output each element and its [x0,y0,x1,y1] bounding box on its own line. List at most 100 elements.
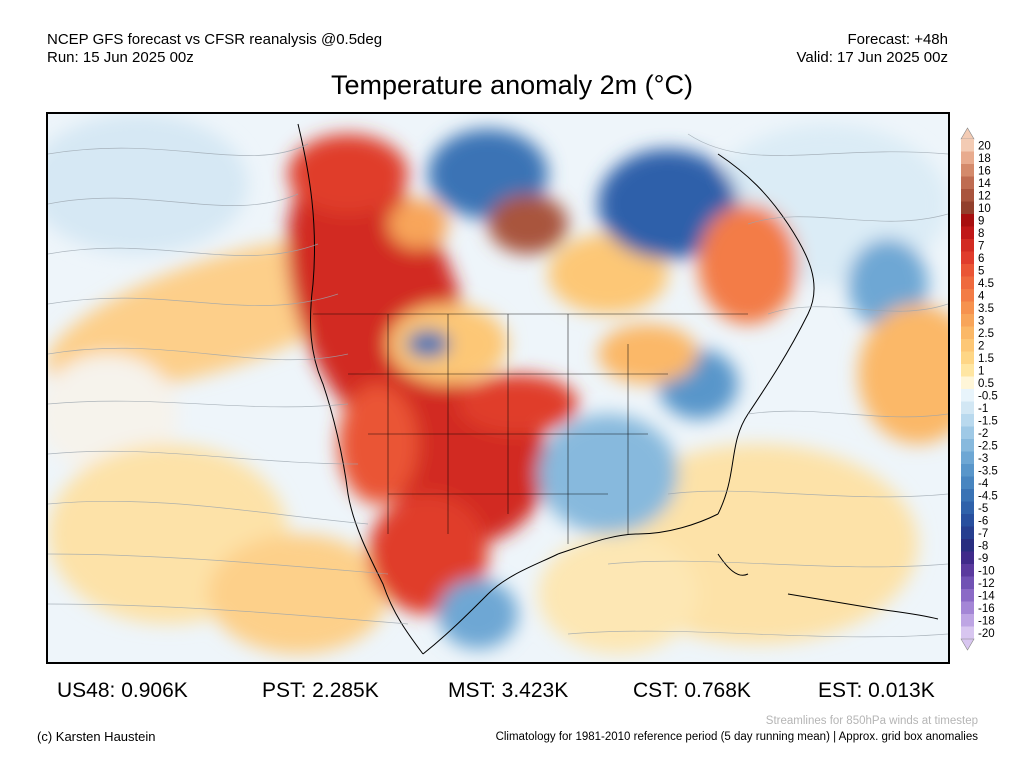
colorbar-swatch [961,626,974,639]
model-info-line1: NCEP GFS forecast vs CFSR reanalysis @0.… [47,31,383,48]
colorbar-label: -4.5 [978,490,998,502]
anomaly-map-canvas [48,114,948,662]
colorbar-label: -16 [978,603,995,615]
anomaly-map [46,112,950,664]
colorbar-swatch [961,551,974,564]
colorbar-label: 8 [978,228,984,240]
colorbar-label: -5 [978,503,988,515]
stat-est: EST: 0.013K [818,679,935,702]
colorbar-swatch [961,251,974,264]
stat-us48: US48: 0.906K [57,679,188,702]
colorbar-swatch [961,239,974,252]
colorbar-label: 1 [978,365,984,377]
colorbar-label: -3 [978,453,988,465]
colorbar-label: 3.5 [978,303,994,315]
map-title: Temperature anomaly 2m (°C) [331,70,693,100]
anomaly-field [48,114,948,654]
colorbar-label: 6 [978,253,984,265]
colorbar-swatch [961,539,974,552]
colorbar-swatch [961,414,974,427]
colorbar-swatch [961,151,974,164]
colorbar-swatch [961,501,974,514]
colorbar-swatch [961,439,974,452]
wind-streamlines [48,133,948,638]
colorbar-label: -14 [978,590,995,602]
colorbar-label: -9 [978,553,988,565]
colorbar-swatch [961,601,974,614]
colorbar-label: 12 [978,190,991,202]
colorbar-label: 7 [978,240,984,252]
colorbar-label: -12 [978,578,995,590]
colorbar-label: 4 [978,290,985,302]
colorbar-label: -6 [978,515,988,527]
colorbar-swatch [961,189,974,202]
colorbar-swatch [961,139,974,152]
colorbar-label: 1.5 [978,353,994,365]
coastlines [297,123,939,655]
run-time: Run: 15 Jun 2025 00z [47,49,194,66]
colorbar-swatch [961,201,974,214]
colorbar-label: -4 [978,478,989,490]
colorbar-label: 4.5 [978,278,994,290]
colorbar-swatch [961,589,974,602]
colorbar-label: -20 [978,628,995,640]
streamlines-note: Streamlines for 850hPa winds at timestep [765,715,978,727]
colorbar-swatch [961,389,974,402]
colorbar-swatch [961,364,974,377]
colorbar-swatch [961,476,974,489]
colorbar-label: -8 [978,540,988,552]
colorbar-label: 16 [978,165,991,177]
colorbar-label: -1 [978,403,988,415]
colorbar-label: -3.5 [978,465,998,477]
colorbar-swatch [961,426,974,439]
colorbar-swatch [961,464,974,477]
colorbar-label: 2.5 [978,328,994,340]
stat-pst: PST: 2.285K [262,679,379,702]
colorbar-swatch [961,564,974,577]
colorbar-swatch [961,614,974,627]
colorbar-swatch [961,514,974,527]
colorbar-swatch [961,576,974,589]
colorbar-label: 5 [978,265,984,277]
colorbar-swatch [961,164,974,177]
climatology-note: Climatology for 1981-2010 reference peri… [495,731,978,743]
colorbar: 201816141210987654.543.532.521.510.5-0.5… [960,127,998,651]
colorbar-swatch [961,489,974,502]
colorbar-bottom-arrow [960,638,975,651]
colorbar-swatch [961,289,974,302]
colorbar-swatch [961,326,974,339]
colorbar-swatch [961,339,974,352]
colorbar-swatch [961,314,974,327]
colorbar-swatch [961,226,974,239]
colorbar-swatch [961,401,974,414]
colorbar-label: 14 [978,178,991,190]
colorbar-label: -18 [978,615,995,627]
colorbar-swatch [961,526,974,539]
colorbar-label: 0.5 [978,378,994,390]
copyright-credit: (c) Karsten Haustein [37,729,156,744]
colorbar-label: 20 [978,140,991,152]
colorbar-label: -10 [978,565,995,577]
colorbar-swatch [961,214,974,227]
colorbar-label: -2 [978,428,988,440]
colorbar-label: -1.5 [978,415,998,427]
colorbar-label: -0.5 [978,390,998,402]
colorbar-swatch [961,264,974,277]
colorbar-swatch [961,351,974,364]
colorbar-swatch [961,176,974,189]
stat-cst: CST: 0.768K [633,679,751,702]
colorbar-swatch [961,301,974,314]
stat-mst: MST: 3.423K [448,679,569,702]
forecast-hour: Forecast: +48h [847,31,948,48]
colorbar-swatch [961,451,974,464]
colorbar-swatch [961,376,974,389]
colorbar-label: 2 [978,340,984,352]
colorbar-label: 10 [978,203,991,215]
colorbar-top-arrow [960,127,975,140]
colorbar-label: 18 [978,153,991,165]
valid-time: Valid: 17 Jun 2025 00z [796,49,948,66]
colorbar-label: -7 [978,528,988,540]
colorbar-label: -2.5 [978,440,998,452]
state-borders [313,313,748,544]
colorbar-label: 3 [978,315,984,327]
